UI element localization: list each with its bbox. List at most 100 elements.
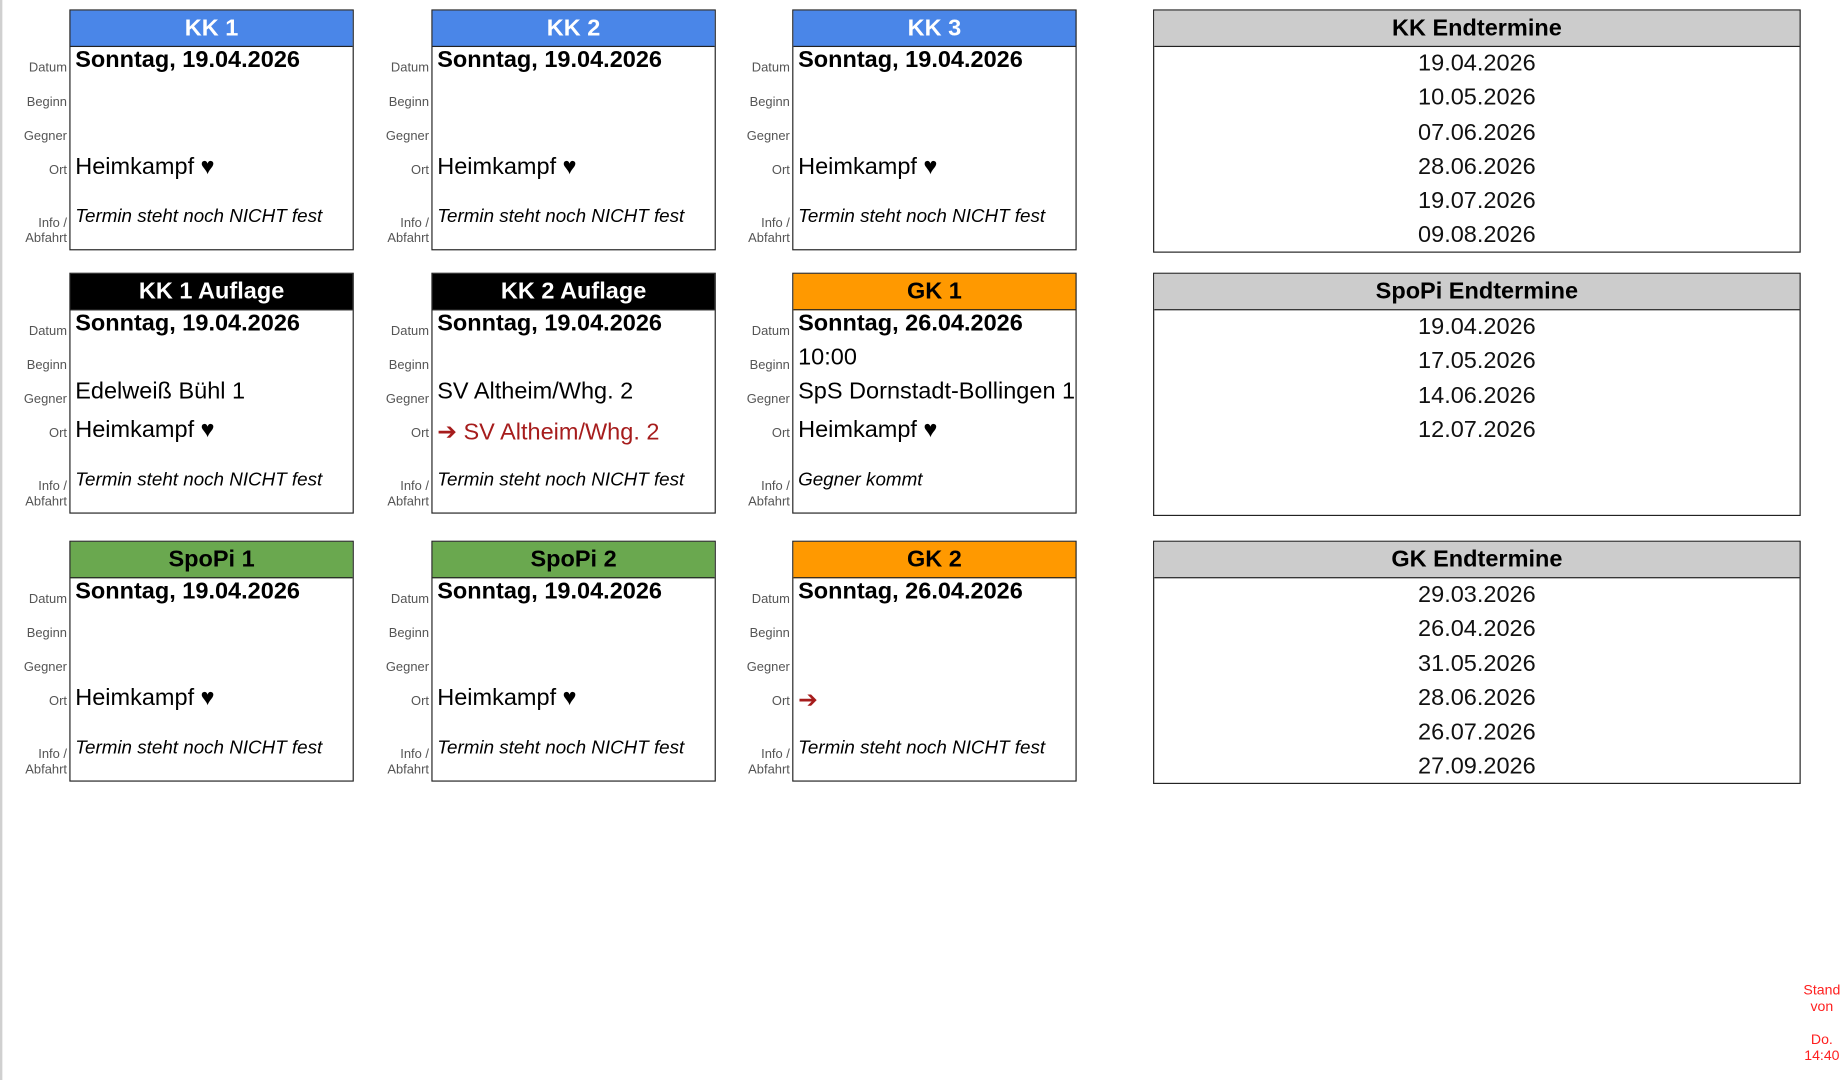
label-datum: Datum: [751, 61, 790, 76]
sheet-left-border: [0, 0, 3, 1080]
label-datum: Datum: [28, 324, 67, 339]
match-card[interactable]: KK 1 Sonntag, 19.04.2026 Heimkampf ♥ Termin…: [69, 9, 354, 251]
label-beginn: Beginn: [388, 358, 430, 373]
card-gegner[interactable]: SpS Dornstadt-Bollingen 1: [798, 378, 1076, 405]
label-datum: Datum: [751, 592, 790, 607]
endtermine-table: SpoPi Endtermine 19.04.2026 17.05.2026 14.0…: [1153, 272, 1801, 517]
match-card[interactable]: SpoPi 2 Sonntag, 19.04.2026 Heimkampf ♥ Ter…: [431, 540, 716, 782]
endtermine-date: 26.04.2026: [1418, 616, 1536, 643]
card-title: KK 3: [793, 10, 1076, 48]
card-title: KK 1 Auflage: [70, 273, 353, 311]
label-beginn: Beginn: [388, 95, 430, 110]
label-datum: Datum: [751, 324, 790, 339]
endtermine-date: 27.09.2026: [1418, 754, 1536, 780]
endtermine-date: 29.03.2026: [1418, 581, 1536, 608]
card-ort[interactable]: Heimkampf ♥: [75, 153, 215, 180]
card-ort[interactable]: Heimkampf ♥: [75, 417, 215, 444]
label-gegner: Gegner: [746, 129, 790, 144]
card-info[interactable]: Gegner kommt: [798, 470, 923, 491]
card-datum[interactable]: Sonntag, 19.04.2026: [75, 578, 300, 605]
card-info[interactable]: Termin steht noch NICHT fest: [75, 470, 323, 491]
field-labels: Datum Beginn Gegner Ort Info / Abfahrt: [1, 273, 67, 514]
card-ort[interactable]: Heimkampf ♥: [798, 417, 938, 444]
card-ort[interactable]: ➔: [798, 687, 818, 714]
card-datum[interactable]: Sonntag, 19.04.2026: [798, 47, 1023, 73]
card-ort[interactable]: Heimkampf ♥: [437, 685, 577, 712]
label-info: Info / Abfahrt: [748, 479, 790, 509]
field-labels: Datum Beginn Gegner Ort Info / Abfahrt: [724, 9, 790, 250]
match-card[interactable]: KK 3 Sonntag, 19.04.2026 Heimkampf ♥ Termin…: [792, 9, 1077, 251]
card-ort[interactable]: Heimkampf ♥: [437, 153, 577, 180]
card-ort[interactable]: Heimkampf ♥: [75, 685, 215, 712]
match-card[interactable]: KK 2 Auflage Sonntag, 19.04.2026 SV Althei…: [431, 272, 716, 514]
card-datum[interactable]: Sonntag, 19.04.2026: [437, 578, 662, 605]
card-gegner[interactable]: Edelweiß Bühl 1: [75, 378, 246, 405]
card-datum[interactable]: Sonntag, 19.04.2026: [437, 47, 662, 73]
card-info[interactable]: Termin steht noch NICHT fest: [75, 738, 323, 759]
endtermine-title: GK Endtermine: [1154, 541, 1800, 579]
label-beginn: Beginn: [749, 626, 790, 641]
label-gegner: Gegner: [23, 129, 67, 144]
card-beginn[interactable]: 10:00: [798, 344, 857, 371]
label-datum: Datum: [28, 61, 67, 76]
label-gegner: Gegner: [385, 392, 430, 407]
endtermine-table: GK Endtermine 29.03.2026 26.04.2026 31.05.2…: [1153, 540, 1801, 784]
card-info[interactable]: Termin steht noch NICHT fest: [75, 206, 323, 227]
card-info[interactable]: Termin steht noch NICHT fest: [437, 738, 685, 759]
endtermine-title: KK Endtermine: [1154, 10, 1800, 48]
stand-time: Do. 14:40: [1804, 1030, 1840, 1064]
label-info: Info / Abfahrt: [387, 216, 430, 246]
card-title: SpoPi 1: [70, 541, 353, 579]
label-ort: Ort: [49, 163, 67, 178]
label-info: Info / Abfahrt: [748, 747, 790, 777]
label-info: Info / Abfahrt: [748, 216, 790, 246]
card-info[interactable]: Termin steht noch NICHT fest: [437, 470, 685, 491]
card-info[interactable]: Termin steht noch NICHT fest: [798, 738, 1046, 759]
label-info: Info / Abfahrt: [25, 747, 67, 777]
match-card[interactable]: KK 2 Sonntag, 19.04.2026 Heimkampf ♥ Termin…: [431, 9, 716, 251]
match-card[interactable]: GK 1 Sonntag, 26.04.2026 10:00 SpS Dornstad…: [792, 272, 1077, 514]
label-ort: Ort: [49, 426, 67, 441]
label-beginn: Beginn: [749, 95, 790, 110]
label-beginn: Beginn: [26, 95, 67, 110]
endtermine-title: SpoPi Endtermine: [1154, 273, 1800, 311]
label-info: Info / Abfahrt: [25, 216, 67, 246]
endtermine-date: 26.07.2026: [1418, 719, 1536, 746]
card-datum[interactable]: Sonntag, 19.04.2026: [75, 310, 300, 337]
card-title: KK 2: [432, 10, 715, 48]
label-ort: Ort: [411, 426, 430, 441]
card-datum[interactable]: Sonntag, 19.04.2026: [75, 47, 300, 73]
label-beginn: Beginn: [26, 626, 67, 641]
endtermine-date: 07.06.2026: [1418, 119, 1536, 146]
card-info[interactable]: Termin steht noch NICHT fest: [437, 206, 685, 227]
label-ort: Ort: [771, 163, 790, 178]
card-datum[interactable]: Sonntag, 26.04.2026: [798, 578, 1023, 605]
label-ort: Ort: [771, 426, 790, 441]
label-gegner: Gegner: [385, 660, 430, 675]
card-gegner[interactable]: SV Altheim/Whg. 2: [437, 378, 634, 405]
match-card[interactable]: SpoPi 1 Sonntag, 19.04.2026 Heimkampf ♥ Ter…: [69, 540, 354, 782]
label-ort: Ort: [411, 163, 430, 178]
label-gegner: Gegner: [385, 129, 430, 144]
field-labels: Datum Beginn Gegner Ort Info / Abfahrt: [363, 9, 429, 250]
card-ort[interactable]: ➔ SV Altheim/Whg. 2: [437, 419, 660, 446]
card-info[interactable]: Termin steht noch NICHT fest: [798, 206, 1046, 227]
label-gegner: Gegner: [23, 660, 67, 675]
card-datum[interactable]: Sonntag, 26.04.2026: [798, 310, 1023, 337]
stand-timestamp: Stand von Do. 14:40: [1796, 981, 1843, 1063]
stand-label: Stand von: [1803, 981, 1841, 1015]
endtermine-date: 19.04.2026: [1418, 313, 1536, 340]
match-card[interactable]: KK 1 Auflage Sonntag, 19.04.2026 Edelweiß …: [69, 272, 354, 514]
card-datum[interactable]: Sonntag, 19.04.2026: [437, 310, 662, 337]
match-card[interactable]: GK 2 Sonntag, 26.04.2026 ➔ Termin steht noc…: [792, 540, 1077, 782]
card-title: KK 1: [70, 10, 353, 48]
label-ort: Ort: [771, 694, 790, 709]
field-labels: Datum Beginn Gegner Ort Info / Abfahrt: [363, 541, 429, 782]
endtermine-date: 14.06.2026: [1418, 382, 1536, 409]
endtermine-date: 09.08.2026: [1418, 222, 1536, 249]
endtermine-date: 28.06.2026: [1418, 685, 1536, 711]
card-ort[interactable]: Heimkampf ♥: [798, 153, 938, 180]
card-title: GK 1: [793, 273, 1076, 311]
label-info: Info / Abfahrt: [387, 747, 430, 777]
